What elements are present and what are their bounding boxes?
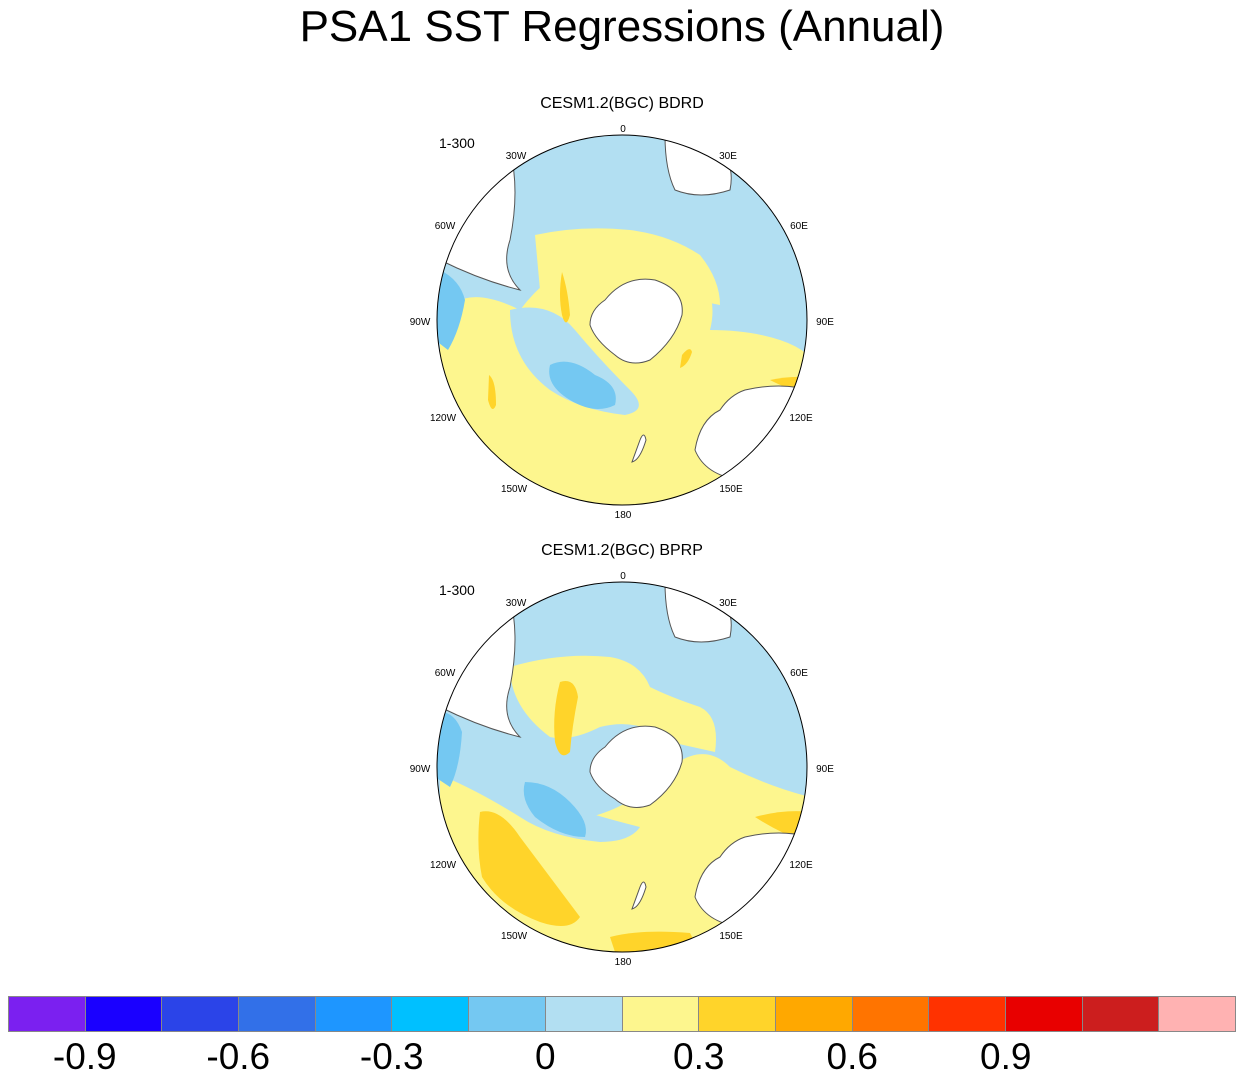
negative-anomaly-patch [437,712,462,787]
year-range-label: 1-300 [439,582,475,598]
colorbar-swatch [929,997,1006,1031]
figure-title: PSA1 SST Regressions (Annual) [299,2,945,51]
map-boundary [436,134,808,506]
strong-positive-patch [478,811,580,926]
lon-label-90w: 90W [410,764,431,775]
colorbar-swatch [852,997,930,1031]
map-panel-bdrd: CESM1.2(BGC) BDRD 1-300 0 3 [400,90,844,530]
lon-label-60e: 60E [790,221,808,232]
lon-label-150w: 150W [501,484,528,495]
colorbar-swatch [699,997,776,1031]
lon-label-30w: 30W [506,151,527,162]
panel-title: CESM1.2(BGC) BDRD [540,95,704,112]
colorbar-tick-label: 0 [534,1036,556,1077]
polar-map: 0 30E 60E 90E 120E 150E 180 150W 120W 90… [410,571,835,968]
map-boundary [436,581,808,953]
new-zealand-land [631,434,647,463]
lon-label-90e: 90E [816,764,834,775]
lon-label-90e: 90E [816,317,834,328]
colorbar-swatch [469,997,546,1031]
colorbar-tick-label: 0.9 [980,1036,1032,1077]
lon-label-150e: 150E [719,484,743,495]
lon-label-90w: 90W [410,317,431,328]
negative-anomaly-patch [549,361,616,409]
lon-label-60w: 60W [435,221,456,232]
colorbar-swatch [162,997,240,1031]
lon-label-150w: 150W [501,931,528,942]
lon-label-120e: 120E [789,413,813,424]
map-panel-bprp: CESM1.2(BGC) BPRP 1-300 0 30E 60E [400,537,844,977]
lon-label-30e: 30E [719,151,737,162]
colorbar-swatch [1082,997,1160,1031]
lon-label-30w: 30W [506,598,527,609]
negative-anomaly-patch [437,270,465,350]
strong-positive-patch [488,375,496,409]
panel-title: CESM1.2(BGC) BPRP [541,542,703,559]
lon-label-0: 0 [620,124,626,135]
colorbar-tick-label: -0.9 [52,1036,117,1077]
lon-label-60e: 60E [790,668,808,679]
ocean-light-blue-region [445,717,640,842]
lon-label-0: 0 [620,571,626,582]
south-america-land [437,149,522,291]
colorbar [8,996,1236,1032]
strong-positive-patch [554,681,578,756]
negative-anomaly-patch [523,782,586,837]
colorbar-tick-label: -0.6 [206,1036,271,1077]
antarctica-land [589,725,683,808]
antarctica-land [589,278,683,364]
strong-positive-patch [610,931,700,952]
colorbar-swatch [85,997,163,1031]
lon-label-60w: 60W [435,668,456,679]
colorbar-swatch [315,997,393,1031]
colorbar-swatch [9,997,86,1031]
lon-label-150e: 150E [719,931,743,942]
colorbar-swatch [622,997,700,1031]
lon-label-120e: 120E [789,860,813,871]
colorbar-tick-label: 0.3 [673,1036,725,1077]
colorbar-swatch [545,997,623,1031]
colorbar-swatch [1005,997,1083,1031]
positive-anomaly-region [535,228,720,305]
colorbar-tick-label: 0.6 [826,1036,878,1077]
colorbar-swatch [392,997,470,1031]
colorbar-swatch [239,997,316,1031]
lon-label-180: 180 [615,957,632,968]
lon-label-120w: 120W [430,860,457,871]
lon-label-120w: 120W [430,413,457,424]
africa-land [664,582,732,643]
strong-positive-patch [560,272,570,323]
colorbar-tick-label: -0.3 [359,1036,424,1077]
lon-label-180: 180 [615,510,632,521]
polar-map: 0 30E 60E 90E 120E 150E 180 150W 120W 90… [410,124,835,521]
colorbar-swatch [1159,997,1235,1031]
strong-positive-patch [680,349,692,368]
new-zealand-land [631,881,647,910]
africa-land [664,135,732,196]
colorbar-swatch [775,997,853,1031]
lon-label-30e: 30E [719,598,737,609]
year-range-label: 1-300 [439,135,475,151]
south-america-land [437,596,522,738]
